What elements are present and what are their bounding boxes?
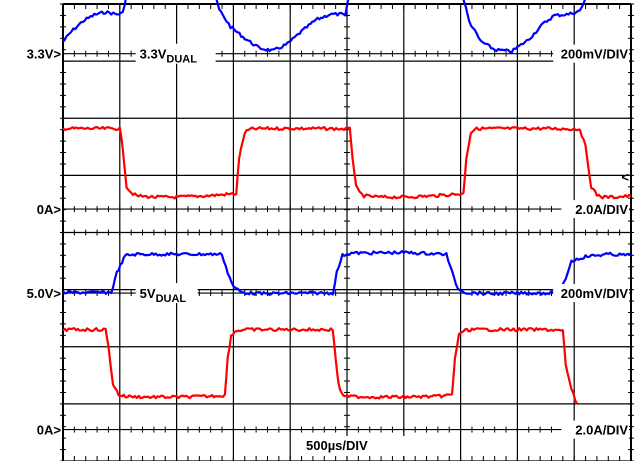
scale-3v3: 200mV/DIV	[561, 47, 629, 62]
trace-5v-voltage	[62, 250, 632, 296]
label-3v3-subscript: DUAL	[166, 54, 197, 66]
scale-5v-backing	[553, 284, 629, 303]
scale-5v: 200mV/DIV	[561, 286, 629, 301]
m-0a-bottom: 0A>	[37, 423, 62, 438]
scale-i-bottom: 2.0A/DIV	[575, 423, 628, 438]
m-0a-top: 0A>	[37, 202, 62, 217]
m-0a-bottom-backing	[0, 420, 62, 439]
label-5v-main: 5V	[140, 286, 156, 301]
time-scale-label: 500µs/DIV	[306, 438, 368, 453]
m-5v: 5.0V>	[27, 286, 62, 301]
label-5v: 5VDUAL	[140, 286, 187, 305]
traces	[62, 0, 632, 405]
scale-i-bottom-backing	[561, 420, 629, 439]
time-scale-group: 500µs/DIV	[298, 436, 410, 456]
label-3v3-backing	[135, 43, 216, 64]
scale-i-top-backing	[561, 200, 629, 219]
scale-3v3-backing	[553, 44, 629, 63]
label-5v-backing	[135, 283, 198, 304]
label-5v-subscript: DUAL	[156, 293, 187, 305]
m-5v-backing	[0, 284, 62, 303]
m-3v3: 3.3V>	[27, 47, 62, 62]
label-3v3-main: 3.3V	[140, 47, 167, 62]
labels: 3.3V> 0A> 5.0V> 0A> 200mV/DIV 2.0A/DIV 200mV/D…	[0, 43, 629, 439]
m-3v3-backing	[0, 44, 62, 63]
trace-5v-current	[62, 327, 579, 405]
time-scale-backing	[298, 436, 410, 456]
scale-i-top: 2.0A/DIV	[575, 202, 628, 217]
m-0a-top-backing	[0, 200, 62, 219]
label-3v3: 3.3VDUAL	[140, 47, 198, 66]
trace-3v3-voltage	[62, 0, 586, 54]
trace-3v3-current	[62, 125, 632, 200]
right-arrow-marker: <	[621, 170, 629, 185]
